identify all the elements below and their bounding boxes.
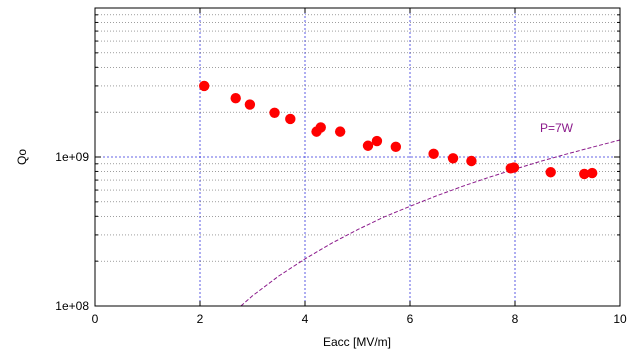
data-point [371, 135, 383, 147]
x-tick-label: 8 [512, 312, 519, 326]
data-point [334, 126, 346, 137]
y-tick-label: 1e+08 [55, 299, 89, 313]
data-point [466, 155, 477, 167]
grid-lines [95, 8, 620, 306]
reference-curve-line [240, 139, 621, 307]
x-tick-label: 0 [92, 312, 99, 326]
data-point [269, 107, 280, 118]
data-point [199, 80, 210, 92]
data-point [315, 122, 326, 133]
data-point [285, 113, 296, 125]
axis-ticks [94, 7, 621, 307]
y-tick-label: 1e+09 [55, 150, 89, 164]
x-tick-label: 6 [407, 312, 414, 326]
y-axis-label: Qo [15, 149, 29, 165]
data-points-layer [199, 80, 598, 180]
data-point [447, 153, 459, 164]
data-point [545, 167, 556, 178]
tick-labels: 0 2 4 6 8 10 1e+08 1e+09 [55, 150, 627, 326]
data-point [579, 168, 590, 180]
x-tick-label: 4 [302, 312, 309, 326]
data-point [362, 140, 374, 151]
data-point [244, 99, 256, 110]
data-point [428, 148, 439, 160]
data-point [230, 93, 241, 104]
curve-label: P=7W [540, 121, 574, 135]
x-tick-label: 2 [197, 312, 204, 326]
data-point [508, 162, 520, 173]
x-tick-label: 10 [613, 312, 627, 326]
reference-curve-layer [240, 139, 621, 307]
x-axis-label: Eacc [MV/m] [323, 335, 391, 349]
data-point [390, 141, 402, 153]
data-point [586, 167, 598, 179]
